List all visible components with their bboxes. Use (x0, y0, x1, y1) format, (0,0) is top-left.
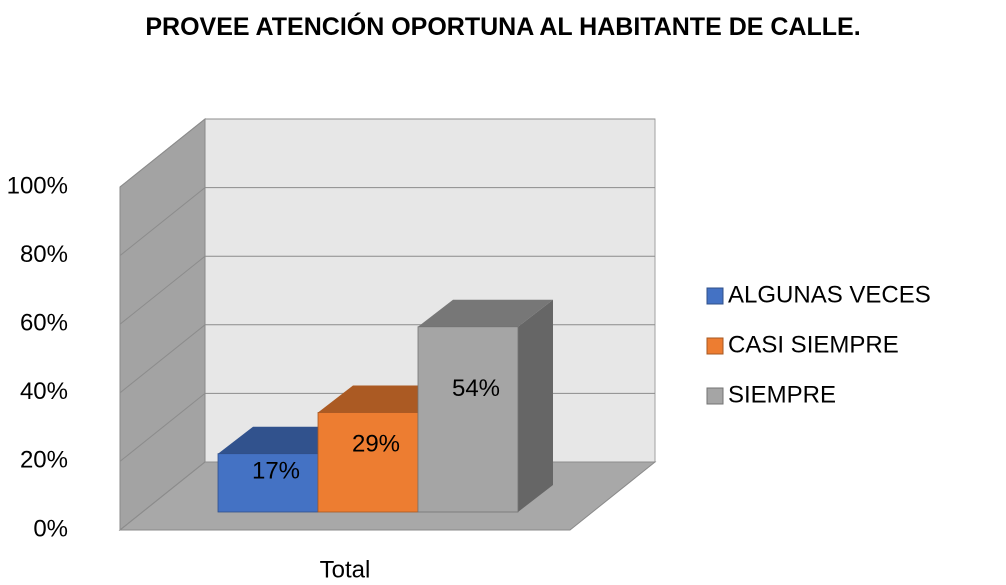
data-label: 17% (252, 457, 300, 484)
y-tick-label: 60% (20, 310, 68, 337)
grid-line (119, 255, 655, 325)
y-tick-label: 0% (33, 515, 68, 542)
data-label: 29% (352, 431, 400, 458)
y-tick-label: 100% (7, 172, 68, 199)
bar (417, 326, 519, 513)
data-label: 54% (452, 375, 500, 402)
legend-swatch (706, 387, 724, 405)
bar (317, 412, 419, 513)
y-tick-label: 40% (20, 378, 68, 405)
legend-swatch (706, 287, 724, 305)
chart-title: PROVEE ATENCIÓN OPORTUNA AL HABITANTE DE… (145, 13, 861, 41)
legend-swatch (706, 337, 724, 355)
x-tick-label: Total (320, 556, 371, 583)
bar-top (418, 299, 553, 327)
y-tick-label: 80% (20, 241, 68, 268)
grid-line (119, 187, 655, 256)
grid-line (119, 118, 655, 188)
legend-label: ALGUNAS VECES (728, 281, 931, 308)
legend-label: CASI SIEMPRE (728, 331, 899, 358)
y-tick-label: 20% (20, 447, 68, 474)
bar-side (518, 299, 553, 512)
side-wall (119, 117, 206, 532)
legend-label: SIEMPRE (728, 381, 836, 408)
